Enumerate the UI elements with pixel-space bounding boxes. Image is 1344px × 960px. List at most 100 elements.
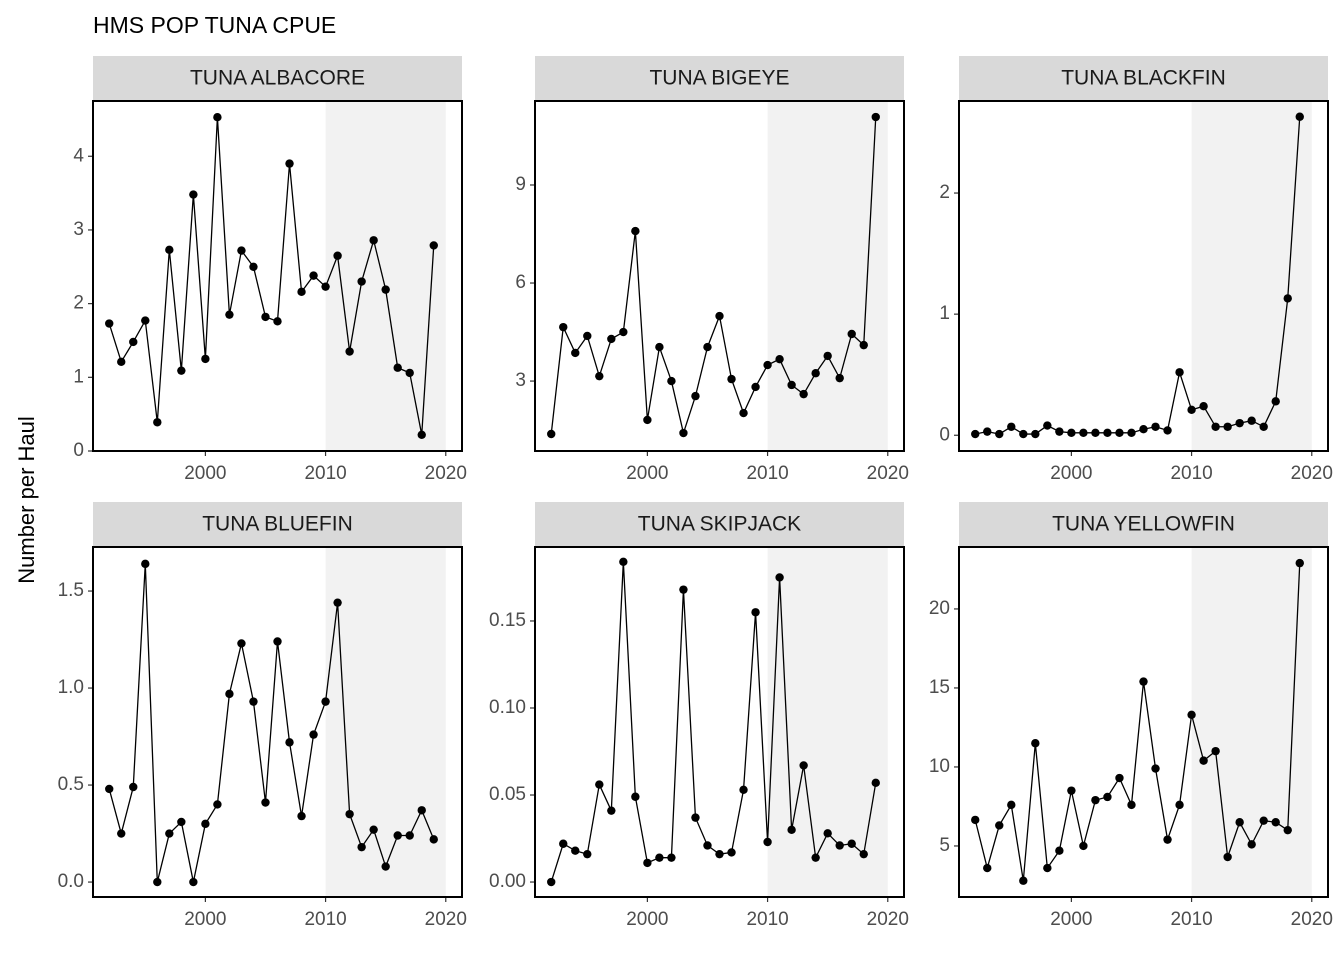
- y-tick-label: 5: [939, 835, 950, 856]
- strip-background: [535, 56, 904, 101]
- y-tick-label: 2: [939, 182, 950, 203]
- data-point: [559, 322, 568, 332]
- strip-background: [535, 502, 904, 547]
- data-point: [607, 806, 616, 815]
- x-tick-label: 2020: [867, 463, 909, 484]
- panel-title: TUNA BIGEYE: [649, 67, 789, 90]
- data-point: [117, 829, 126, 838]
- panel-border: [958, 100, 1329, 452]
- data-point: [1139, 677, 1148, 686]
- data-point: [1187, 710, 1196, 720]
- y-tick-label: 1.0: [58, 677, 84, 698]
- data-point: [787, 825, 796, 835]
- data-point: [1175, 368, 1184, 377]
- data-point: [871, 112, 880, 122]
- data-point: [1055, 427, 1064, 436]
- x-tick-label: 2000: [626, 463, 668, 484]
- data-point: [309, 730, 318, 739]
- data-point: [1163, 835, 1172, 844]
- chart-title: HMS POP TUNA CPUE: [93, 12, 336, 38]
- data-point: [763, 360, 772, 370]
- data-point: [703, 841, 712, 850]
- data-point: [417, 430, 426, 439]
- data-point: [811, 853, 820, 862]
- panel-border: [534, 100, 905, 452]
- data-point: [261, 312, 270, 322]
- data-point: [1127, 800, 1136, 810]
- data-point: [1259, 422, 1268, 431]
- data-point: [847, 329, 856, 339]
- shaded-period: [767, 101, 888, 451]
- data-point: [273, 637, 282, 646]
- strip-background: [959, 502, 1328, 547]
- data-point: [381, 862, 390, 871]
- data-point: [799, 761, 808, 770]
- data-point: [117, 357, 126, 367]
- data-point: [129, 782, 138, 792]
- data-point: [285, 738, 294, 747]
- data-point: [835, 373, 844, 383]
- data-point: [1115, 428, 1124, 438]
- y-tick-label: 0.05: [489, 784, 526, 805]
- data-point: [655, 853, 664, 862]
- data-point: [273, 317, 282, 326]
- data-point: [237, 246, 246, 255]
- data-point: [417, 806, 426, 815]
- data-point: [1295, 558, 1304, 568]
- data-point: [799, 389, 808, 399]
- data-point: [1199, 756, 1208, 765]
- y-tick-label: 0: [73, 440, 84, 461]
- y-tick-label: 9: [515, 174, 526, 195]
- data-point: [321, 697, 330, 706]
- shaded-period: [1191, 547, 1312, 897]
- x-tick-label: 2000: [1050, 909, 1092, 930]
- data-point: [1079, 841, 1088, 851]
- data-point: [775, 354, 784, 364]
- data-point: [105, 319, 114, 328]
- data-point: [703, 342, 712, 352]
- data-point: [321, 282, 330, 291]
- data-point: [559, 839, 568, 848]
- data-point: [1163, 426, 1172, 435]
- y-tick-label: 20: [929, 598, 950, 619]
- data-point: [715, 311, 724, 321]
- y-tick-label: 0.0: [58, 871, 84, 892]
- y-tick-label: 1: [939, 303, 950, 324]
- data-point: [1055, 846, 1064, 855]
- data-point: [547, 877, 556, 887]
- y-tick-label: 0.15: [489, 610, 526, 631]
- data-point: [1139, 425, 1148, 434]
- data-point: [1019, 429, 1028, 439]
- y-axis-label: Number per Haul: [14, 416, 39, 584]
- data-point: [1223, 422, 1232, 431]
- data-point: [859, 340, 868, 350]
- data-point: [1247, 840, 1256, 849]
- data-line: [550, 561, 877, 883]
- data-point: [595, 780, 604, 789]
- data-point: [1079, 428, 1088, 438]
- y-tick-label: 0: [939, 424, 950, 445]
- data-point: [285, 159, 294, 168]
- data-point: [1151, 764, 1160, 773]
- x-tick-label: 2010: [304, 463, 346, 484]
- data-point: [201, 819, 210, 829]
- y-tick-label: 3: [73, 219, 84, 240]
- data-point: [1187, 405, 1196, 415]
- panel-border: [534, 546, 905, 898]
- data-point: [249, 697, 258, 706]
- panel-border: [92, 100, 463, 452]
- y-tick-label: 4: [73, 145, 84, 166]
- data-point: [667, 376, 676, 386]
- panel-title: TUNA ALBACORE: [190, 67, 365, 90]
- data-point: [1235, 418, 1244, 428]
- data-point: [345, 347, 354, 356]
- data-point: [643, 858, 652, 868]
- data-point: [153, 877, 162, 887]
- y-tick-label: 2: [73, 293, 84, 314]
- data-point: [583, 849, 592, 859]
- data-point: [405, 831, 414, 840]
- data-point: [165, 245, 174, 255]
- data-point: [739, 785, 748, 794]
- x-tick-label: 2020: [1291, 909, 1333, 930]
- data-point: [655, 342, 664, 352]
